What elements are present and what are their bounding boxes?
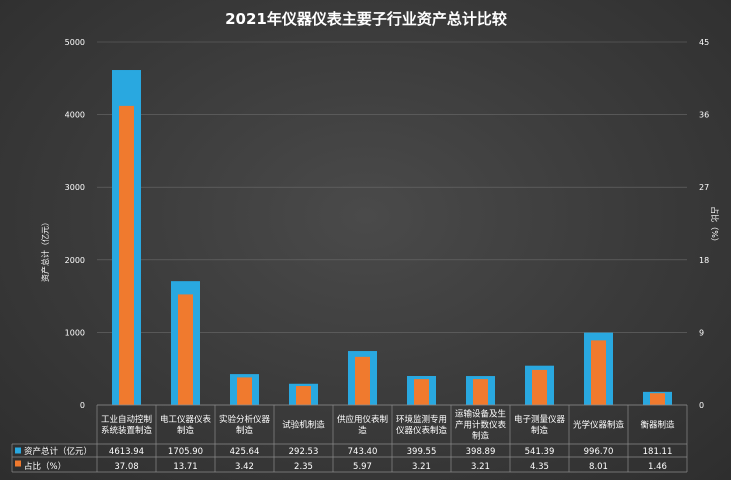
cell-assets: 541.39 xyxy=(525,447,555,457)
bar-share xyxy=(178,294,193,405)
y2-tick-label: 27 xyxy=(699,183,709,192)
bar-share xyxy=(473,379,488,405)
bar-share xyxy=(355,356,370,405)
y2-tick-label: 0 xyxy=(699,401,704,410)
cell-share: 3.42 xyxy=(235,462,254,472)
row-header-share: 占比（%） xyxy=(24,461,66,472)
cell-share: 3.21 xyxy=(412,462,431,472)
cell-assets: 292.53 xyxy=(289,447,319,457)
cell-share: 3.21 xyxy=(471,462,490,472)
y2-tick-label: 9 xyxy=(699,328,704,337)
cell-share: 2.35 xyxy=(294,462,313,472)
data-table: 工业自动控制系统装置制造 4613.94 37.08 电工仪器仪表制造 1705.90 1… xyxy=(11,404,688,473)
cell-assets: 4613.94 xyxy=(109,447,144,457)
cell-share: 4.35 xyxy=(530,462,549,472)
y-tick-label: 5000 xyxy=(65,38,85,47)
bar-share xyxy=(532,369,547,405)
y-axis: 0 1000 2000 3000 4000 5000 xyxy=(65,38,85,410)
y2-axis: 0 9 18 27 36 45 xyxy=(699,38,709,410)
cell-share: 1.46 xyxy=(648,462,667,472)
y2-axis-label: 占比（%） xyxy=(710,206,720,246)
y-axis-label: 资产总计（亿元） xyxy=(40,218,50,282)
category-label: 环境监测专用仪器仪表制造 xyxy=(396,414,448,436)
cell-assets: 398.89 xyxy=(466,447,496,457)
cell-share: 8.01 xyxy=(589,462,608,472)
category-label: 供应用仪表制造 xyxy=(337,414,388,436)
cell-assets: 425.64 xyxy=(230,447,260,457)
category-label: 实验分析仪器制造 xyxy=(219,414,271,436)
bar-share xyxy=(414,379,429,405)
cell-share: 13.71 xyxy=(173,462,197,472)
legend-key-assets xyxy=(15,447,21,454)
bar-share xyxy=(119,105,134,405)
category-label: 运输设备及生产用计数仪表制造 xyxy=(455,409,507,442)
y-tick-label: 2000 xyxy=(65,256,85,265)
y2-tick-label: 18 xyxy=(699,256,709,265)
chart-title: 2021年仪器仪表主要子行业资产总计比较 xyxy=(225,10,507,28)
category-label: 光学仪器制造 xyxy=(573,420,625,431)
row-header-assets: 资产总计（亿元） xyxy=(24,446,92,457)
y-tick-label: 0 xyxy=(80,401,85,410)
y2-tick-label: 36 xyxy=(699,111,709,120)
category-label: 工业自动控制系统装置制造 xyxy=(101,414,153,436)
y-tick-label: 4000 xyxy=(65,111,85,120)
cell-share: 37.08 xyxy=(114,462,138,472)
category-label: 试验机制造 xyxy=(282,420,325,431)
cell-assets: 996.70 xyxy=(584,447,614,457)
category-label: 电工仪器仪表制造 xyxy=(160,414,212,436)
cell-assets: 1705.90 xyxy=(168,447,203,457)
category-label: 电子测量仪器制造 xyxy=(514,414,566,436)
y-tick-label: 3000 xyxy=(65,183,85,192)
category-label: 衡器制造 xyxy=(640,420,675,431)
cell-assets: 743.40 xyxy=(348,447,378,457)
y2-tick-label: 45 xyxy=(699,38,709,47)
y-tick-label: 1000 xyxy=(65,328,85,337)
bar-share xyxy=(650,393,665,405)
cell-share: 5.97 xyxy=(353,462,372,472)
bars xyxy=(112,70,672,405)
bar-share xyxy=(296,386,311,405)
bar-share xyxy=(237,377,252,405)
legend-key-share xyxy=(15,460,21,467)
bar-share xyxy=(591,340,606,405)
cell-assets: 181.11 xyxy=(643,447,673,457)
cell-assets: 399.55 xyxy=(407,447,437,457)
